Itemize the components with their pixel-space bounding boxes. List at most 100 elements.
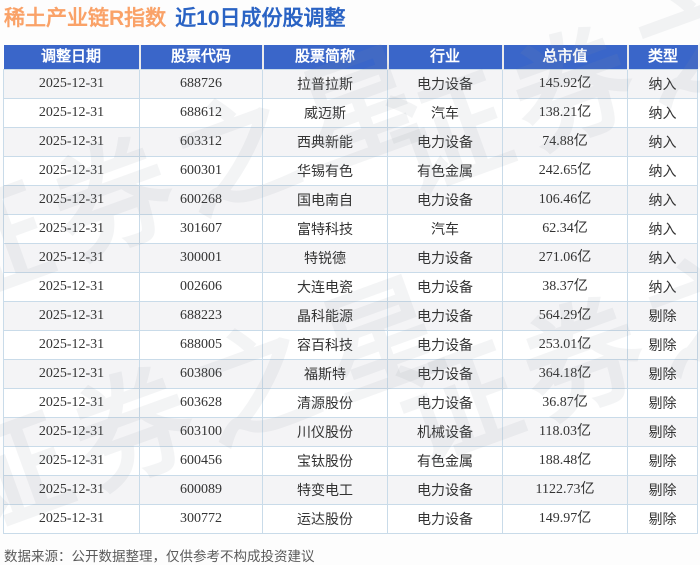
cell-market_cap: 1122.73亿 [502,475,628,505]
cell-market_cap: 188.48亿 [502,446,628,476]
index-name: 稀土产业链R指数 [4,7,167,30]
table-row: 2025-12-31 603312 西典新能 电力设备 74.88亿 纳入 [3,127,698,157]
cell-name: 威迈斯 [262,98,388,128]
cell-code: 688005 [139,330,263,360]
cell-name: 清源股份 [262,388,388,418]
cell-date: 2025-12-31 [3,243,140,273]
table-row: 2025-12-31 603806 福斯特 电力设备 364.18亿 剔除 [3,359,698,389]
cell-name: 华锡有色 [262,156,388,186]
cell-name: 福斯特 [262,359,388,389]
cell-name: 特变电工 [262,475,388,505]
cell-industry: 电力设备 [387,185,503,215]
cell-code: 301607 [139,214,263,244]
cell-code: 600089 [139,475,263,505]
cell-type: 纳入 [627,272,698,302]
cell-date: 2025-12-31 [3,330,140,360]
cell-date: 2025-12-31 [3,272,140,302]
cell-market_cap: 364.18亿 [502,359,628,389]
cell-date: 2025-12-31 [3,504,140,534]
cell-name: 运达股份 [262,504,388,534]
cell-code: 002606 [139,272,263,302]
table-body: 2025-12-31 688726 拉普拉斯 电力设备 145.92亿 纳入 2025-12… [3,69,698,534]
cell-type: 纳入 [627,156,698,186]
cell-code: 688726 [139,69,263,99]
table-row: 2025-12-31 603628 清源股份 电力设备 36.87亿 剔除 [3,388,698,418]
cell-name: 拉普拉斯 [262,69,388,99]
cell-name: 大连电瓷 [262,272,388,302]
cell-type: 剔除 [627,475,698,505]
cell-type: 剔除 [627,330,698,360]
cell-market_cap: 564.29亿 [502,301,628,331]
cell-type: 剔除 [627,301,698,331]
cell-industry: 电力设备 [387,359,503,389]
cell-industry: 汽车 [387,214,503,244]
cell-industry: 电力设备 [387,243,503,273]
table-row: 2025-12-31 600301 华锡有色 有色金属 242.65亿 纳入 [3,156,698,186]
cell-code: 688223 [139,301,263,331]
cell-market_cap: 118.03亿 [502,417,628,447]
table-row: 2025-12-31 688005 容百科技 电力设备 253.01亿 剔除 [3,330,698,360]
cell-code: 300001 [139,243,263,273]
cell-market_cap: 271.06亿 [502,243,628,273]
cell-industry: 电力设备 [387,301,503,331]
column-header-market_cap: 总市值 [502,45,629,70]
column-header-code: 股票代码 [139,45,264,70]
table-row: 2025-12-31 600089 特变电工 电力设备 1122.73亿 剔除 [3,475,698,505]
title-subtitle: 近10日成份股调整 [175,7,346,30]
cell-name: 川仪股份 [262,417,388,447]
cell-type: 剔除 [627,388,698,418]
column-header-industry: 行业 [387,45,504,70]
page-title: 稀土产业链R指数 近10日成份股调整 [4,5,346,33]
cell-date: 2025-12-31 [3,388,140,418]
cell-code: 603806 [139,359,263,389]
cell-type: 纳入 [627,185,698,215]
cell-type: 纳入 [627,69,698,99]
cell-code: 600268 [139,185,263,215]
cell-market_cap: 145.92亿 [502,69,628,99]
header-row: 调整日期 股票代码 股票简称 行业 总市值 类型 [3,45,698,70]
cell-industry: 电力设备 [387,69,503,99]
column-header-date: 调整日期 [3,45,141,70]
cell-name: 宝钛股份 [262,446,388,476]
cell-code: 600301 [139,156,263,186]
cell-type: 剔除 [627,446,698,476]
cell-date: 2025-12-31 [3,359,140,389]
cell-type: 剔除 [627,359,698,389]
cell-type: 剔除 [627,417,698,447]
table-row: 2025-12-31 301607 富特科技 汽车 62.34亿 纳入 [3,214,698,244]
cell-date: 2025-12-31 [3,69,140,99]
cell-market_cap: 253.01亿 [502,330,628,360]
constituent-adjustment-table: 调整日期 股票代码 股票简称 行业 总市值 类型 2025-12-31 688726 拉普拉斯… [3,45,698,534]
table-row: 2025-12-31 688223 晶科能源 电力设备 564.29亿 剔除 [3,301,698,331]
cell-date: 2025-12-31 [3,446,140,476]
table-row: 2025-12-31 603100 川仪股份 机械设备 118.03亿 剔除 [3,417,698,447]
cell-market_cap: 138.21亿 [502,98,628,128]
cell-industry: 电力设备 [387,475,503,505]
cell-code: 300772 [139,504,263,534]
cell-market_cap: 62.34亿 [502,214,628,244]
cell-market_cap: 149.97亿 [502,504,628,534]
cell-code: 600456 [139,446,263,476]
cell-date: 2025-12-31 [3,301,140,331]
cell-industry: 有色金属 [387,446,503,476]
cell-industry: 有色金属 [387,156,503,186]
cell-type: 纳入 [627,243,698,273]
table-row: 2025-12-31 600268 国电南自 电力设备 106.46亿 纳入 [3,185,698,215]
cell-code: 603628 [139,388,263,418]
cell-market_cap: 242.65亿 [502,156,628,186]
cell-market_cap: 106.46亿 [502,185,628,215]
cell-name: 西典新能 [262,127,388,157]
cell-name: 晶科能源 [262,301,388,331]
cell-code: 688612 [139,98,263,128]
cell-industry: 电力设备 [387,330,503,360]
cell-market_cap: 36.87亿 [502,388,628,418]
cell-industry: 电力设备 [387,127,503,157]
cell-date: 2025-12-31 [3,214,140,244]
table-row: 2025-12-31 300001 特锐德 电力设备 271.06亿 纳入 [3,243,698,273]
cell-type: 纳入 [627,98,698,128]
cell-date: 2025-12-31 [3,127,140,157]
cell-name: 国电南自 [262,185,388,215]
cell-date: 2025-12-31 [3,417,140,447]
table-row: 2025-12-31 300772 运达股份 电力设备 149.97亿 剔除 [3,504,698,534]
cell-industry: 汽车 [387,98,503,128]
